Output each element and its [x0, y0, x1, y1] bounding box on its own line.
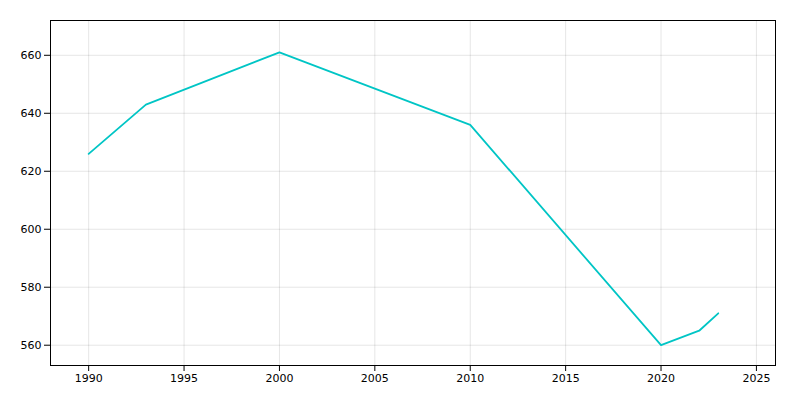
svg-text:2010: 2010	[456, 372, 484, 385]
svg-text:580: 580	[21, 281, 42, 294]
svg-text:600: 600	[21, 223, 42, 236]
svg-text:1990: 1990	[75, 372, 103, 385]
svg-text:640: 640	[21, 107, 42, 120]
svg-text:2005: 2005	[361, 372, 389, 385]
svg-text:2020: 2020	[647, 372, 675, 385]
svg-text:2025: 2025	[742, 372, 770, 385]
svg-text:660: 660	[21, 49, 42, 62]
svg-text:2015: 2015	[552, 372, 580, 385]
svg-text:2000: 2000	[265, 372, 293, 385]
svg-text:620: 620	[21, 165, 42, 178]
svg-text:560: 560	[21, 339, 42, 352]
svg-text:1995: 1995	[170, 372, 198, 385]
